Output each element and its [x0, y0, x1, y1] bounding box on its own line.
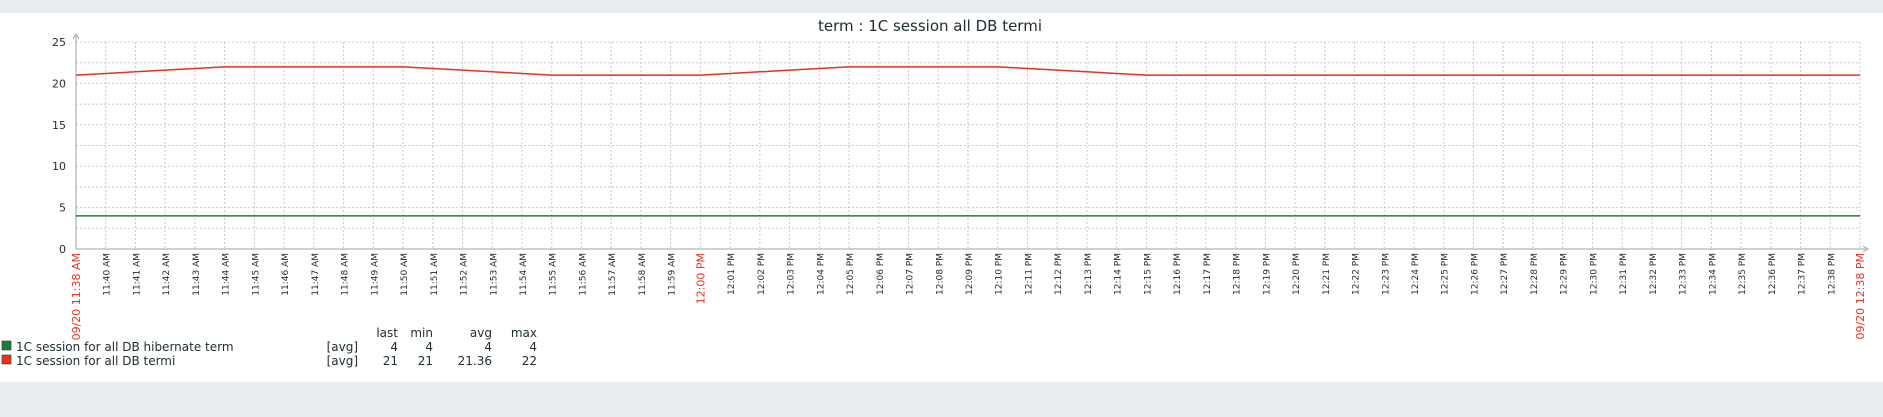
x-tick-label: 11:52 AM — [460, 253, 470, 296]
legend-value: 21 — [418, 354, 433, 368]
x-tick-label: 11:55 AM — [549, 253, 559, 296]
x-tick-label: 12:33 PM — [1679, 253, 1689, 295]
legend-value: 21 — [383, 354, 398, 368]
series-lines — [75, 66, 1860, 217]
x-tick-label: 11:49 AM — [370, 253, 380, 296]
x-tick-label: 12:22 PM — [1352, 253, 1362, 295]
x-tick-label: 11:47 AM — [311, 253, 321, 296]
x-tick-label: 12:05 PM — [846, 253, 856, 295]
x-tick-label: 11:44 AM — [222, 253, 232, 296]
x-tick-label: 12:16 PM — [1173, 253, 1183, 295]
x-tick-label: 11:48 AM — [341, 253, 351, 296]
x-tick-label: 12:09 PM — [965, 253, 975, 295]
x-axis-arrow — [1862, 245, 1869, 253]
legend-swatch — [1, 354, 12, 365]
y-axis-arrow — [72, 33, 80, 40]
legend-header: avg — [470, 326, 492, 340]
x-tick-label: 12:19 PM — [1262, 253, 1272, 295]
x-tick-label: 11:53 AM — [489, 253, 499, 296]
x-tick-label: 12:06 PM — [876, 253, 886, 295]
legend-header: last — [376, 326, 398, 340]
legend-swatch — [1, 340, 12, 351]
x-tick-label: 12:24 PM — [1411, 253, 1421, 295]
y-tick-label: 0 — [59, 243, 66, 256]
legend-header: min — [410, 326, 433, 340]
x-tick-label: 12:32 PM — [1649, 253, 1659, 295]
x-tick-label: 12:03 PM — [787, 253, 797, 295]
x-tick-label: 12:04 PM — [816, 253, 826, 295]
x-tick-label: 11:46 AM — [281, 253, 291, 296]
y-tick-label: 5 — [59, 202, 66, 215]
x-tick-label: 11:40 AM — [103, 253, 113, 296]
x-tick-label: 11:58 AM — [638, 253, 648, 296]
x-tick-label: 12:30 PM — [1589, 253, 1599, 295]
x-tick-label: 12:27 PM — [1500, 253, 1510, 295]
legend-value: 22 — [522, 354, 537, 368]
x-tick-label: 12:25 PM — [1441, 253, 1451, 295]
x-tick-label: 11:41 AM — [132, 253, 142, 296]
chart-title: term : 1C session all DB termi — [818, 17, 1042, 35]
y-tick-label: 20 — [52, 77, 66, 90]
x-tick-label: 12:15 PM — [1143, 253, 1153, 295]
y-tick-label: 15 — [52, 119, 66, 132]
grid — [75, 41, 1861, 250]
x-tick-label: 11:50 AM — [400, 253, 410, 296]
x-tick-label: 12:29 PM — [1560, 253, 1570, 295]
x-tick-label: 09/20 11:38 AM — [70, 253, 83, 340]
legend-function: [avg] — [327, 340, 358, 354]
x-tick-label: 12:37 PM — [1798, 253, 1808, 295]
legend: last min avg max 1C session for all DB hiber… — [1, 326, 537, 368]
x-tick-label: 11:59 AM — [668, 253, 678, 296]
legend-header: max — [511, 326, 537, 340]
legend-series-name: 1C session for all DB termi — [16, 354, 175, 368]
x-tick-label: 12:20 PM — [1292, 253, 1302, 295]
x-tick-label: 12:10 PM — [995, 253, 1005, 295]
y-tick-label: 25 — [52, 36, 66, 49]
legend-value: 4 — [484, 340, 492, 354]
legend-value: 4 — [425, 340, 433, 354]
x-tick-label: 12:12 PM — [1054, 253, 1064, 295]
x-tick-label: 12:17 PM — [1203, 253, 1213, 295]
legend-value: 4 — [390, 340, 398, 354]
x-tick-label: 12:18 PM — [1233, 253, 1243, 295]
series-line-2 — [75, 66, 1860, 76]
x-tick-label: 12:23 PM — [1381, 253, 1391, 295]
x-tick-label: 12:35 PM — [1738, 253, 1748, 295]
x-tick-label: 12:38 PM — [1827, 253, 1837, 295]
legend-value: 4 — [529, 340, 537, 354]
x-tick-label: 12:00 PM — [694, 253, 707, 304]
x-tick-label: 11:45 AM — [251, 253, 261, 296]
x-tick-label: 12:26 PM — [1470, 253, 1480, 295]
x-tick-label: 12:34 PM — [1708, 253, 1718, 295]
legend-series-name: 1C session for all DB hibernate term — [16, 340, 234, 354]
graph-panel: term : 1C session all DB termi 0 5 10 15 20 2… — [0, 13, 1883, 382]
legend-function: [avg] — [327, 354, 358, 368]
x-tick-label: 12:02 PM — [757, 253, 767, 295]
x-tick-label: 11:43 AM — [192, 253, 202, 296]
x-tick-label: 12:08 PM — [935, 253, 945, 295]
x-tick-label: 12:28 PM — [1530, 253, 1540, 295]
x-tick-label: 12:36 PM — [1768, 253, 1778, 295]
x-tick-label: 12:14 PM — [1114, 253, 1124, 295]
y-axis-ticks: 0 5 10 15 20 25 — [52, 36, 66, 256]
x-tick-label: 12:21 PM — [1322, 253, 1332, 295]
axes — [72, 33, 1869, 253]
x-tick-label: 11:51 AM — [430, 253, 440, 296]
x-tick-label: 11:42 AM — [162, 253, 172, 296]
x-axis-ticks: 09/20 11:38 AM 11:40 AM 11:41 AM 11:42 AM 11… — [70, 253, 1867, 340]
x-tick-label: 12:11 PM — [1024, 253, 1034, 295]
x-tick-label: 11:54 AM — [519, 253, 529, 296]
y-tick-label: 10 — [52, 160, 66, 173]
x-tick-label: 11:56 AM — [578, 253, 588, 296]
legend-value: 21.36 — [458, 354, 492, 368]
x-tick-label: 12:31 PM — [1619, 253, 1629, 295]
x-tick-label: 11:57 AM — [608, 253, 618, 296]
x-tick-label: 09/20 12:38 PM — [1854, 253, 1867, 340]
x-tick-label: 12:07 PM — [906, 253, 916, 295]
x-tick-label: 12:01 PM — [727, 253, 737, 295]
line-chart: term : 1C session all DB termi 0 5 10 15 20 2… — [1, 17, 1869, 368]
x-tick-label: 12:13 PM — [1084, 253, 1094, 295]
